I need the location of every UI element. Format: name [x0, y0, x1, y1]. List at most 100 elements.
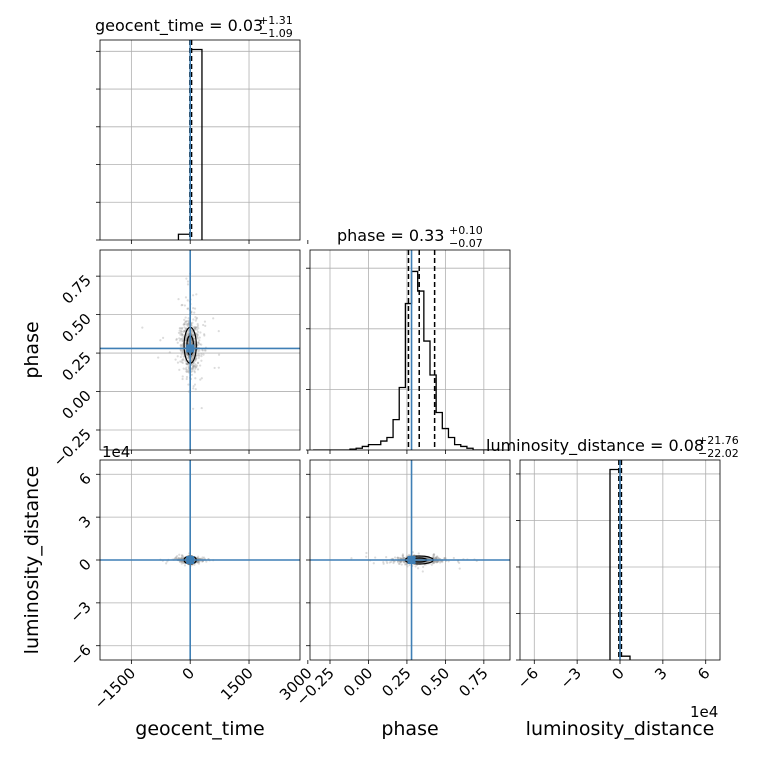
panel-geocent_time-geocent_time — [96, 39, 309, 244]
sample-point — [196, 334, 199, 337]
sample-point — [194, 315, 197, 319]
sample-point — [183, 329, 186, 333]
sample-point — [197, 354, 200, 357]
sample-point — [180, 358, 184, 362]
sample-point — [173, 557, 177, 560]
sample-point — [180, 560, 183, 563]
sample-point — [180, 353, 183, 356]
sample-point — [402, 561, 405, 564]
svg-text:+1.31: +1.31 — [259, 14, 293, 27]
sample-point — [176, 361, 180, 364]
sample-point — [421, 570, 424, 573]
sample-point — [181, 303, 184, 307]
sample-point — [192, 355, 195, 358]
sample-point — [186, 324, 189, 327]
sample-point — [179, 331, 182, 335]
sample-point — [200, 355, 203, 358]
sample-point — [414, 565, 417, 568]
sample-point — [196, 361, 200, 364]
sample-point — [403, 563, 407, 566]
sample-point — [192, 364, 195, 367]
sample-point — [402, 557, 405, 560]
sample-point — [407, 553, 411, 556]
sample-point — [198, 354, 201, 357]
sample-point — [180, 330, 183, 333]
sample-point — [178, 327, 181, 330]
sample-point — [399, 560, 402, 563]
sample-point — [191, 333, 194, 337]
sample-point — [203, 333, 206, 336]
sample-point — [185, 362, 188, 365]
sample-point — [191, 366, 194, 369]
sample-point — [191, 353, 195, 356]
sample-point — [417, 552, 420, 555]
sample-point — [185, 352, 188, 355]
sample-point — [185, 362, 188, 365]
sample-point — [184, 339, 187, 342]
sample-point — [438, 561, 442, 564]
sample-point — [186, 353, 189, 356]
sample-point — [388, 561, 391, 564]
sample-point — [178, 553, 181, 556]
sample-point — [403, 561, 406, 564]
sample-point — [192, 365, 195, 368]
xlabel-geocent-time: geocent_time — [135, 718, 264, 740]
sample-point — [192, 355, 195, 358]
sample-point — [408, 563, 411, 567]
sample-point — [434, 560, 438, 563]
sample-point — [184, 316, 187, 319]
sample-point — [382, 562, 385, 565]
sample-point — [185, 368, 189, 371]
sample-point — [181, 351, 184, 354]
panel-content — [310, 460, 510, 660]
sample-point — [191, 321, 194, 324]
sample-point — [452, 556, 455, 560]
sample-point — [194, 388, 197, 391]
sample-point — [186, 299, 189, 302]
sample-point — [191, 367, 194, 370]
sample-point — [432, 555, 435, 559]
sample-point — [186, 363, 189, 366]
sample-point — [458, 567, 461, 570]
sample-point — [178, 560, 182, 563]
sample-point — [180, 327, 184, 330]
sample-point — [191, 357, 195, 360]
panel-frame — [99, 39, 301, 241]
svg-text:−22.02: −22.02 — [698, 447, 739, 460]
sample-point — [193, 325, 196, 329]
sample-point — [372, 562, 375, 565]
sample-point — [184, 320, 188, 323]
sample-point — [191, 333, 195, 336]
sample-point — [396, 556, 399, 559]
sample-point — [185, 352, 188, 356]
sample-point — [185, 375, 189, 379]
sample-point — [401, 554, 404, 557]
sample-point — [194, 345, 197, 349]
sample-point — [436, 560, 439, 563]
sample-point — [185, 322, 189, 326]
sample-point — [422, 565, 425, 569]
sample-point — [396, 561, 400, 564]
panel-content — [100, 460, 300, 660]
sample-point — [192, 387, 195, 390]
sample-point — [212, 317, 215, 320]
sample-point — [187, 339, 190, 342]
sample-point — [192, 354, 195, 357]
sample-point — [182, 355, 185, 358]
sample-point — [181, 337, 184, 340]
xlabel-phase: phase — [381, 718, 438, 740]
sample-point — [185, 377, 188, 381]
sample-point — [186, 283, 190, 286]
panel-content — [310, 250, 510, 450]
sample-point — [179, 333, 182, 336]
sample-point — [413, 553, 416, 557]
sample-point — [191, 362, 195, 365]
sample-point — [187, 322, 190, 325]
sample-point — [187, 338, 190, 342]
truth-marker — [186, 344, 195, 353]
sample-point — [397, 562, 401, 565]
sample-point — [416, 567, 420, 570]
sample-point — [193, 311, 196, 314]
sample-point — [435, 557, 438, 560]
sample-point — [436, 555, 439, 558]
